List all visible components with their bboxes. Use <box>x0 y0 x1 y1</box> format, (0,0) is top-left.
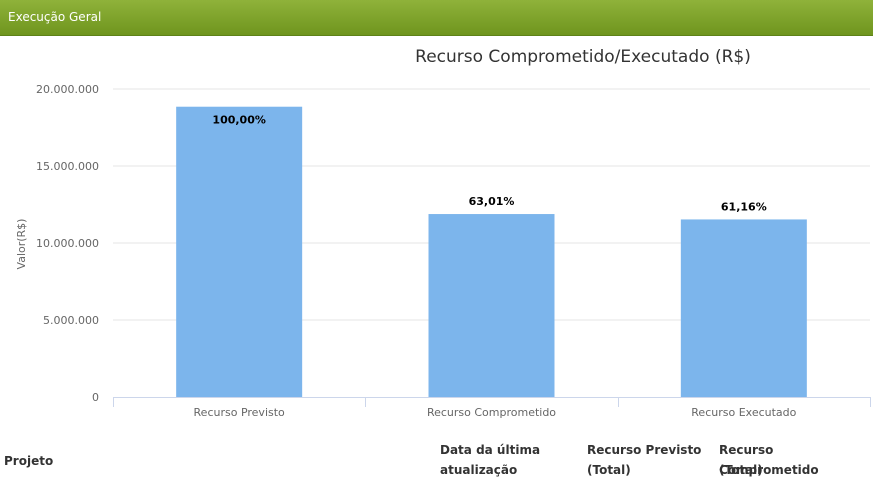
bar[interactable] <box>428 214 555 397</box>
x-tick-label: Recurso Comprometido <box>427 406 556 419</box>
column-previsto-line1: Recurso Previsto <box>587 443 702 457</box>
y-axis-ticks: 0 5.000.000 10.000.000 15.000.000 20.000.000 <box>36 83 99 404</box>
x-tick-label: Recurso Executado <box>691 406 796 419</box>
data-label: 100,00% <box>212 114 265 127</box>
y-tick-label: 15.000.000 <box>36 160 99 173</box>
y-axis-label: Valor(R$) <box>15 219 28 270</box>
panel-header: Execução Geral <box>0 0 873 36</box>
x-tick-label: Recurso Previsto <box>194 406 286 419</box>
y-tick-label: 20.000.000 <box>36 83 99 96</box>
chart-title: Recurso Comprometido/Executado (R$) <box>415 47 751 67</box>
data-label: 61,16% <box>721 200 767 213</box>
project-table-header: Projeto Data da última atualização Recur… <box>0 440 873 483</box>
bar[interactable] <box>680 219 807 397</box>
data-label: 63,01% <box>469 195 515 208</box>
column-previsto-line2: (Total) <box>587 463 631 477</box>
column-projeto: Projeto <box>4 454 54 468</box>
column-comprometido-line2: (Total) <box>719 463 763 477</box>
panel-title: Execução Geral <box>8 10 102 24</box>
x-axis: Recurso Previsto Recurso Comprometido Recu… <box>113 397 871 419</box>
column-data-line2: atualização <box>440 463 518 477</box>
bar[interactable] <box>176 106 303 398</box>
y-tick-label: 10.000.000 <box>36 237 99 250</box>
y-tick-label: 5.000.000 <box>43 314 99 327</box>
column-comprometido-line1: Recurso Comprometido <box>719 443 819 477</box>
y-tick-label: 0 <box>92 391 99 404</box>
data-labels: 100,00% 63,01% 61,16% <box>212 114 766 214</box>
bar-chart: Recurso Comprometido/Executado (R$) Valo… <box>15 47 871 419</box>
column-data-line1: Data da última <box>440 443 541 457</box>
bars <box>176 106 807 398</box>
